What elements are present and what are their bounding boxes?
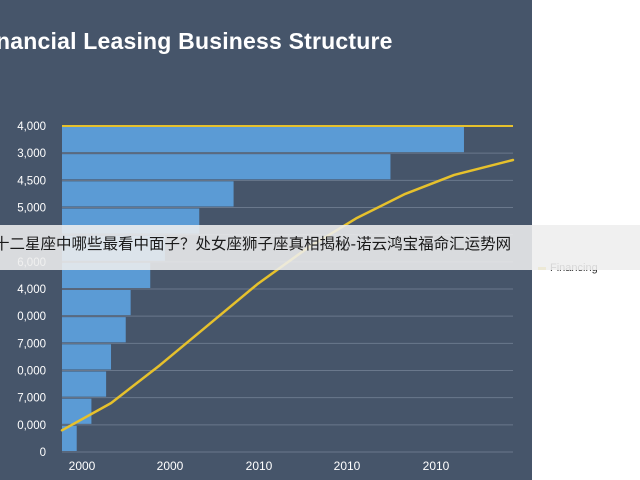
bar	[62, 398, 92, 424]
bar	[62, 425, 77, 451]
bar	[62, 344, 112, 370]
y-tick-label: 0,000	[17, 420, 46, 432]
y-tick-label: 4,500	[17, 175, 46, 187]
x-tick-label: 2000	[157, 459, 184, 473]
y-tick-label: 4,000	[17, 284, 46, 296]
bar	[62, 181, 234, 207]
y-tick-label: 0	[40, 447, 46, 459]
x-tick-label: 2010	[334, 459, 361, 473]
y-tick-label: 4,000	[17, 121, 46, 133]
bar	[62, 127, 464, 153]
y-tick-label: 0,000	[17, 366, 46, 378]
y-tick-label: 3,000	[17, 148, 46, 160]
bar	[62, 290, 131, 316]
y-tick-label: 7,000	[17, 338, 46, 350]
y-tick-label: 7,000	[17, 393, 46, 405]
chart-title: nancial Leasing Business Structure	[0, 28, 393, 54]
caption-text: 十二星座中哪些最看中面子？处女座狮子座真相揭秘-诺云鸿宝福命汇运势网	[0, 235, 512, 253]
chart-area: 4,0003,0004,5005,0006,0004,0000,0007,000…	[17, 121, 515, 473]
bar	[62, 317, 126, 343]
x-tick-label: 2010	[246, 459, 273, 473]
y-tick-label: 0,000	[17, 311, 46, 323]
caption-overlay	[0, 225, 640, 270]
bar	[62, 371, 107, 397]
y-tick-label: 5,000	[17, 203, 46, 215]
x-tick-label: 2010	[423, 459, 450, 473]
x-tick-label: 2000	[69, 459, 96, 473]
bar	[62, 154, 391, 180]
